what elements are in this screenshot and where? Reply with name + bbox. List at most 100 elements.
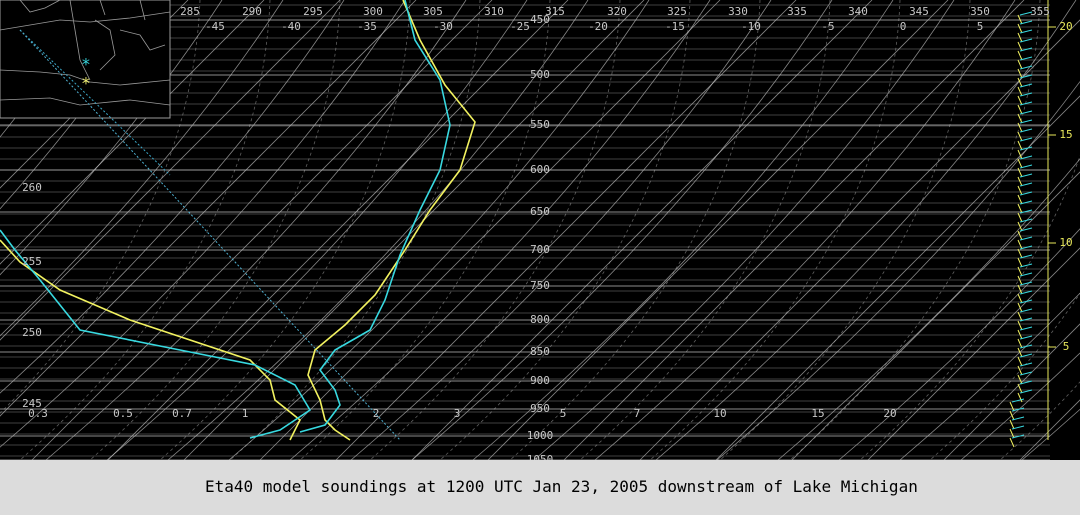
mixing-ratio-label: 15 <box>811 407 824 420</box>
barb-flag <box>1019 218 1033 223</box>
barb-flag <box>1019 254 1033 259</box>
barb-staff <box>1009 437 1015 448</box>
dry-adiabat <box>960 352 1080 461</box>
barb-flag <box>1019 92 1033 97</box>
pressure-label: 500 <box>530 68 550 81</box>
dry-adiabat <box>0 0 284 337</box>
barb-flag <box>1019 110 1033 115</box>
barb-staff <box>1017 212 1023 223</box>
skew-t-diagram: * * 450500550600650700750800850900950100… <box>0 0 1080 466</box>
barb-flag <box>1019 317 1033 322</box>
sounding-yellow-temperature <box>307 0 476 441</box>
barb-staff <box>1009 428 1015 439</box>
barb-staff <box>1017 41 1023 52</box>
isotherm <box>183 0 645 461</box>
parcel-path <box>19 29 401 441</box>
barb-staff <box>1017 158 1023 169</box>
barb-staff <box>1017 293 1023 304</box>
dry-adiabat <box>167 0 589 461</box>
barb-flag <box>1019 191 1033 196</box>
isotherm <box>487 0 949 461</box>
height-label: 5 <box>1063 340 1070 353</box>
pressure-label: 550 <box>530 118 550 131</box>
mixing-ratio-label: 7 <box>634 407 641 420</box>
barb-flag <box>1011 425 1025 430</box>
temperature-label: -30 <box>433 20 453 33</box>
barb-staff <box>1017 14 1023 25</box>
barb-flag <box>1019 119 1033 124</box>
pressure-label: 600 <box>530 163 550 176</box>
theta-label: 290 <box>242 5 262 18</box>
barb-staff <box>1017 392 1023 403</box>
barb-flag <box>1019 146 1033 151</box>
theta-label: 350 <box>970 5 990 18</box>
barb-staff <box>1017 59 1023 70</box>
barb-flag <box>1019 308 1033 313</box>
temperature-label: -15 <box>665 20 685 33</box>
theta-label: 320 <box>607 5 627 18</box>
barb-staff <box>1017 131 1023 142</box>
barb-staff <box>1009 419 1015 430</box>
theta-label: 285 <box>180 5 200 18</box>
barb-staff <box>1017 266 1023 277</box>
barb-flag <box>1019 47 1033 52</box>
barb-staff <box>1017 167 1023 178</box>
dry-adiabat <box>838 228 1080 461</box>
isotherm <box>411 0 873 461</box>
temperature-label: -40 <box>281 20 301 33</box>
barb-staff <box>1017 95 1023 106</box>
map-outlines <box>0 0 171 106</box>
barb-staff <box>1017 338 1023 349</box>
mixing-ratio-label: 0.3 <box>28 407 48 420</box>
barb-staff <box>1009 401 1015 412</box>
barb-staff <box>1017 374 1023 385</box>
barb-flag <box>1019 128 1033 133</box>
barb-staff <box>1017 50 1023 61</box>
mixing-ratio-label: 1 <box>242 407 249 420</box>
dry-adiabat <box>472 0 894 461</box>
barb-flag <box>1019 389 1033 394</box>
barb-staff <box>1017 284 1023 295</box>
theta-label: 335 <box>787 5 807 18</box>
isotherm <box>867 247 1080 461</box>
sounding-cyan-dewpoint <box>0 229 312 439</box>
temperature-label: -25 <box>510 20 530 33</box>
theta-label: 295 <box>303 5 323 18</box>
isotherm <box>0 0 265 265</box>
barb-flag <box>1019 227 1033 232</box>
mixing-ratio-label: 0.7 <box>172 407 192 420</box>
wetbulb-label: 255 <box>22 255 42 268</box>
mixing-ratio-label: 10 <box>713 407 726 420</box>
barb-staff <box>1017 194 1023 205</box>
mixing-ratio-label: 3 <box>454 407 461 420</box>
barb-flag <box>1019 74 1033 79</box>
barb-flag <box>1019 155 1033 160</box>
dry-adiabat <box>0 0 223 276</box>
barb-flag <box>1019 272 1033 277</box>
barb-flag <box>1019 335 1033 340</box>
height-label: 20 <box>1059 20 1072 33</box>
mixing-ratio-label: 5 <box>560 407 567 420</box>
barb-staff <box>1017 329 1023 340</box>
barb-staff <box>1017 149 1023 160</box>
barb-staff <box>1017 383 1023 394</box>
dry-adiabat <box>777 158 1080 461</box>
dry-adiabat <box>411 0 833 461</box>
theta-label: 330 <box>728 5 748 18</box>
barb-flag <box>1019 56 1033 61</box>
mixing-ratio-label: 20 <box>883 407 896 420</box>
barb-staff <box>1017 176 1023 187</box>
temperature-label: 0 <box>900 20 907 33</box>
map-frame <box>0 0 171 119</box>
dry-adiabat <box>716 80 1080 461</box>
dry-adiabat <box>0 0 406 448</box>
theta-label: 310 <box>484 5 504 18</box>
dry-adiabat <box>106 0 528 461</box>
barb-flag <box>1019 245 1033 250</box>
temperature-label: -20 <box>588 20 608 33</box>
barb-flag <box>1019 353 1033 358</box>
pressure-label: 850 <box>530 345 550 358</box>
dry-adiabat <box>533 0 955 461</box>
pressure-label: 950 <box>530 402 550 415</box>
barb-flag <box>1019 38 1033 43</box>
